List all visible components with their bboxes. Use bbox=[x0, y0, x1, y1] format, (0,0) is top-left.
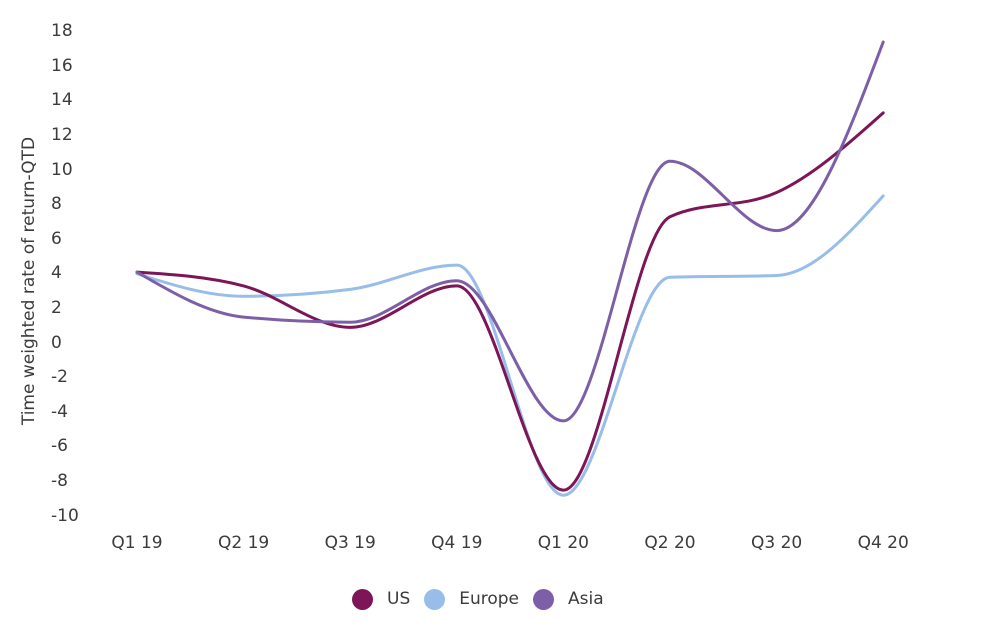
y-axis-tick-label: -8 bbox=[51, 470, 68, 491]
x-axis-tick-label: Q1 20 bbox=[537, 533, 589, 553]
legend-label: US bbox=[387, 589, 411, 609]
x-axis-tick-label: Q1 19 bbox=[111, 533, 163, 553]
y-axis-tick-label: 8 bbox=[51, 194, 62, 215]
y-axis-tick-label: 4 bbox=[51, 263, 62, 284]
y-axis-tick-label: 16 bbox=[51, 55, 73, 76]
x-axis-tick-label: Q4 19 bbox=[431, 533, 483, 553]
y-axis-tick-label: -4 bbox=[51, 401, 68, 422]
y-axis-tick-label: 2 bbox=[51, 297, 62, 318]
y-axis-tick-label: 6 bbox=[51, 228, 62, 249]
series-line-us bbox=[135, 111, 885, 492]
y-axis-tick-label: 0 bbox=[51, 332, 62, 353]
y-axis-tick-label: 18 bbox=[51, 21, 73, 42]
y-axis-tick-label: 14 bbox=[51, 90, 73, 111]
x-axis-tick-label: Q3 19 bbox=[324, 533, 376, 553]
legend-item-us[interactable]: US bbox=[352, 589, 410, 610]
y-axis-tick-label: 10 bbox=[51, 159, 73, 180]
series-line-asia bbox=[135, 40, 885, 423]
legend-label: Europe bbox=[459, 589, 520, 609]
x-axis-tick-label: Q3 20 bbox=[750, 533, 803, 553]
x-axis-tick-label: Q2 19 bbox=[217, 533, 270, 553]
y-axis-tick-label: -6 bbox=[51, 436, 68, 457]
legend: US Europe Asia bbox=[352, 589, 604, 610]
x-axis-tick-label: Q2 20 bbox=[644, 533, 696, 553]
y-axis-tick-label: 12 bbox=[51, 124, 73, 145]
x-axis-tick-label: Q4 20 bbox=[857, 533, 909, 553]
series-line-europe bbox=[135, 194, 885, 497]
y-axis-tick-label: -10 bbox=[51, 505, 79, 526]
legend-marker-asia-icon bbox=[533, 589, 555, 610]
legend-label: Asia bbox=[568, 589, 604, 609]
y-axis-tick-label: -2 bbox=[51, 367, 68, 388]
legend-marker-europe-icon bbox=[424, 589, 446, 610]
legend-item-europe[interactable]: Europe bbox=[424, 589, 519, 610]
legend-item-asia[interactable]: Asia bbox=[533, 589, 604, 610]
legend-marker-us-icon bbox=[352, 589, 373, 610]
